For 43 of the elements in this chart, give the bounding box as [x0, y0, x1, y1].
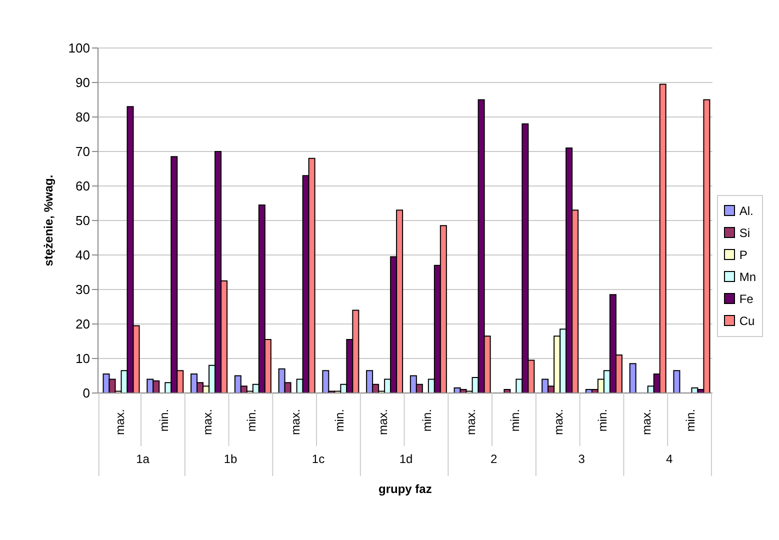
x-tick-label: max. [200, 409, 215, 436]
x-tick-label: max. [112, 409, 127, 436]
text: 1b [224, 452, 238, 466]
x-tick-label: max. [288, 409, 302, 436]
text: 2 [490, 452, 498, 466]
x-tick-label: min. [596, 409, 610, 432]
legend-label: Al. [739, 204, 754, 218]
x-tick-label: max. [640, 409, 654, 436]
bar [673, 370, 680, 393]
legend-label: Cu [739, 314, 755, 328]
text: 1d [399, 452, 413, 466]
legend-label: Si [739, 226, 750, 240]
y-tick-label: 90 [76, 75, 90, 90]
x-tick-label: max. [376, 409, 390, 436]
y-tick-label: 40 [76, 248, 90, 263]
x-tick-label: min. [332, 409, 346, 432]
x-axis-title: grupy faz [378, 482, 432, 496]
x-tick-label: min. [156, 409, 171, 432]
bar [629, 363, 636, 393]
legend-label: Mn [739, 270, 756, 284]
y-tick-label: 20 [76, 316, 90, 332]
x-tick-label: max. [464, 409, 478, 436]
text: 3 [578, 452, 586, 466]
x-tick-label: max. [552, 409, 566, 436]
y-tick-label: 50 [76, 213, 90, 228]
y-tick-label: 10 [76, 351, 90, 366]
legend-label: P [739, 248, 748, 262]
text: 4 [666, 452, 673, 466]
y-tick-label: 100 [68, 40, 90, 56]
text: 1c [312, 452, 325, 466]
bar [504, 389, 511, 393]
y-tick-label: 0 [82, 386, 90, 401]
y-tick-label: 30 [76, 282, 90, 298]
x-tick-label: min. [683, 409, 698, 432]
text: 1a [136, 452, 150, 466]
x-tick-label: min. [508, 409, 522, 432]
x-tick-label: min. [244, 409, 259, 432]
y-tick-label: 80 [76, 110, 90, 125]
legend-label: Fe [739, 292, 754, 306]
y-tick-label: 60 [76, 178, 90, 194]
y-tick-label: 70 [76, 144, 90, 160]
y-axis-title: stężenie, %wag. [41, 174, 56, 266]
x-tick-label: min. [420, 409, 434, 432]
